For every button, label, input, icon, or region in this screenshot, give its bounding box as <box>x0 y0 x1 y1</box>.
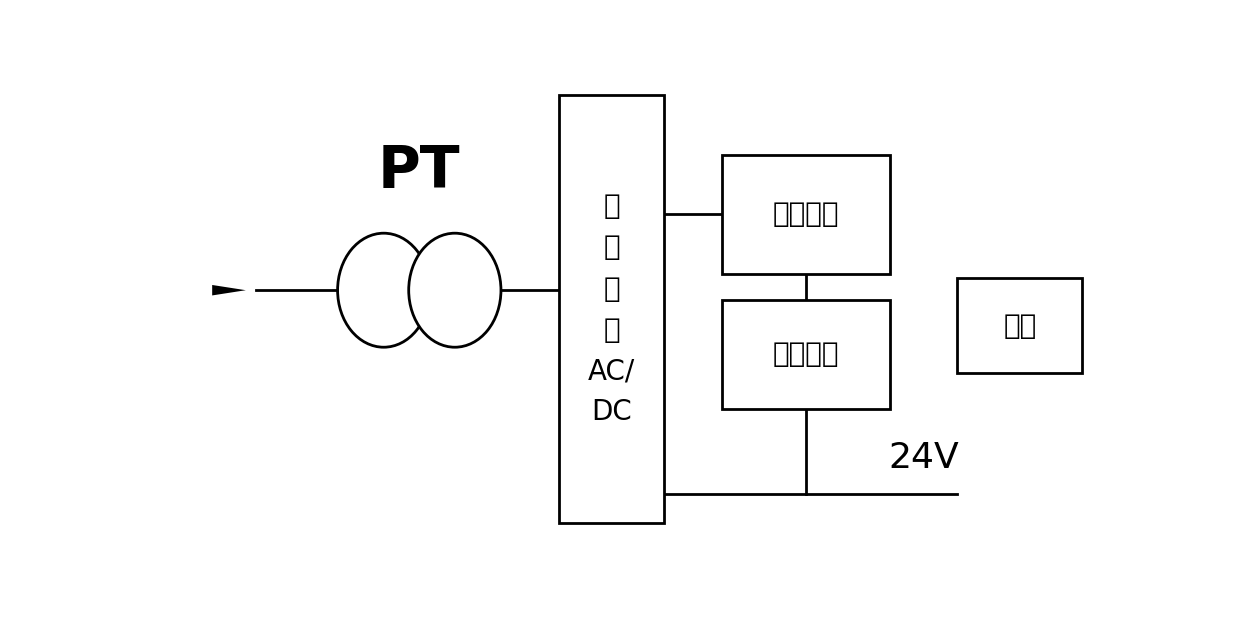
Bar <box>558 96 665 523</box>
Text: 铅酸电池: 铅酸电池 <box>773 200 839 228</box>
Bar <box>957 278 1083 373</box>
Text: 24V: 24V <box>888 442 960 476</box>
Text: PT: PT <box>378 143 460 200</box>
Text: 电
源
模
块
AC/
DC: 电 源 模 块 AC/ DC <box>588 193 635 426</box>
Bar <box>722 155 890 273</box>
Ellipse shape <box>337 233 430 347</box>
Ellipse shape <box>409 233 501 347</box>
Text: 负载: 负载 <box>1003 312 1037 340</box>
Text: 电池管理: 电池管理 <box>773 341 839 368</box>
Bar <box>722 300 890 409</box>
FancyArrow shape <box>179 285 246 296</box>
